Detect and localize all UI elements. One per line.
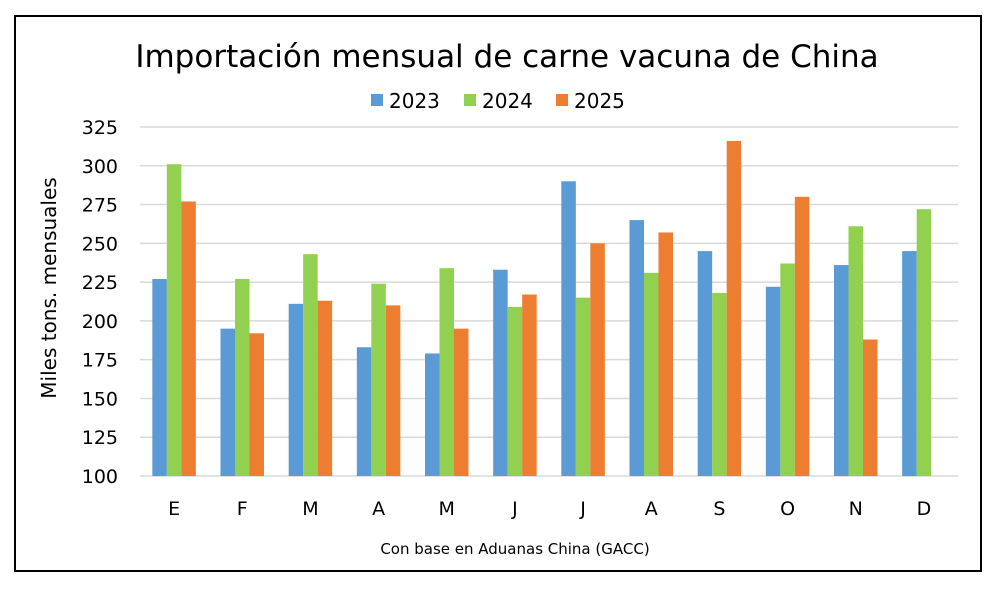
bar-2025-A [658,232,673,476]
chart-title: Importación mensual de carne vacuna de C… [135,39,878,75]
bar-2024-O [780,263,795,476]
x-tick-label: J [579,498,586,520]
bar-2023-O [765,286,781,476]
x-tick-label: J [511,498,518,520]
x-axis-label: Con base en Aduanas China (GACC) [380,540,649,558]
x-tick-label: D [917,498,932,520]
y-tick-label: 250 [82,233,118,255]
bar-2024-M [439,268,454,476]
x-tick-label: N [849,498,863,520]
gridlines [140,126,958,477]
bar-2023-M [425,353,440,476]
bar-2025-S [726,140,742,476]
bar-2025-F [249,333,264,476]
bar-2025-E [181,201,196,476]
legend-swatch-2023 [371,94,383,106]
bar-2024-F [235,279,250,476]
y-tick-label: 300 [82,156,118,178]
x-tick-label: F [237,498,248,520]
bar-2025-O [794,196,810,477]
legend-label-2025: 2025 [574,89,625,113]
bars [152,140,932,477]
y-tick-label: 225 [82,272,118,294]
x-tick-label: M [302,498,318,520]
bar-2025-N [863,339,878,476]
y-tick-label: 325 [82,117,118,139]
bar-2024-J [575,297,591,476]
y-axis-label: Miles tons. mensuales [37,177,61,398]
legend-swatch-2024 [464,94,476,106]
bar-2024-A [644,272,659,476]
bar-2024-J [507,306,523,476]
x-tick-label: S [713,498,725,520]
x-tick-label: A [372,498,385,520]
y-tick-label: 200 [82,311,118,333]
bar-2023-N [834,265,849,476]
bar-2023-D [902,251,917,476]
bar-2024-A [371,283,386,476]
bar-2023-E [152,279,167,476]
bar-2025-A [385,305,401,476]
bar-2024-N [848,226,863,476]
x-tick-label: M [439,498,455,520]
bar-2023-J [493,269,508,476]
bar-2023-F [220,328,235,476]
legend-label-2024: 2024 [482,89,533,113]
y-tick-label: 175 [82,350,118,372]
bar-2023-A [629,220,644,476]
bar-2023-S [697,251,713,476]
y-tick-label: 100 [82,466,118,488]
x-tick-label: E [168,498,180,520]
bar-2024-E [166,164,182,476]
chart-frame [14,15,982,572]
bar-2025-M [317,300,333,476]
x-tick-label: A [645,498,658,520]
legend-label-2023: 2023 [389,89,440,113]
x-tick-label: O [780,498,795,520]
bar-2023-M [288,303,304,476]
bar-2023-A [356,347,372,476]
y-tick-label: 125 [82,427,118,449]
bar-2024-D [916,209,932,476]
legend: 2023 2024 2025 [371,89,625,113]
y-tick-label: 275 [82,195,118,217]
bar-2025-J [590,243,605,476]
bar-2025-M [454,328,469,476]
bar-2024-S [712,292,727,476]
y-axis-ticks: 100 125 150 175 200 225 250 275 300 325 [82,117,118,488]
bar-2023-J [561,181,576,477]
legend-swatch-2025 [556,94,568,106]
bar-2025-J [522,294,537,476]
bar-2024-M [303,254,318,476]
y-tick-label: 150 [82,388,118,410]
